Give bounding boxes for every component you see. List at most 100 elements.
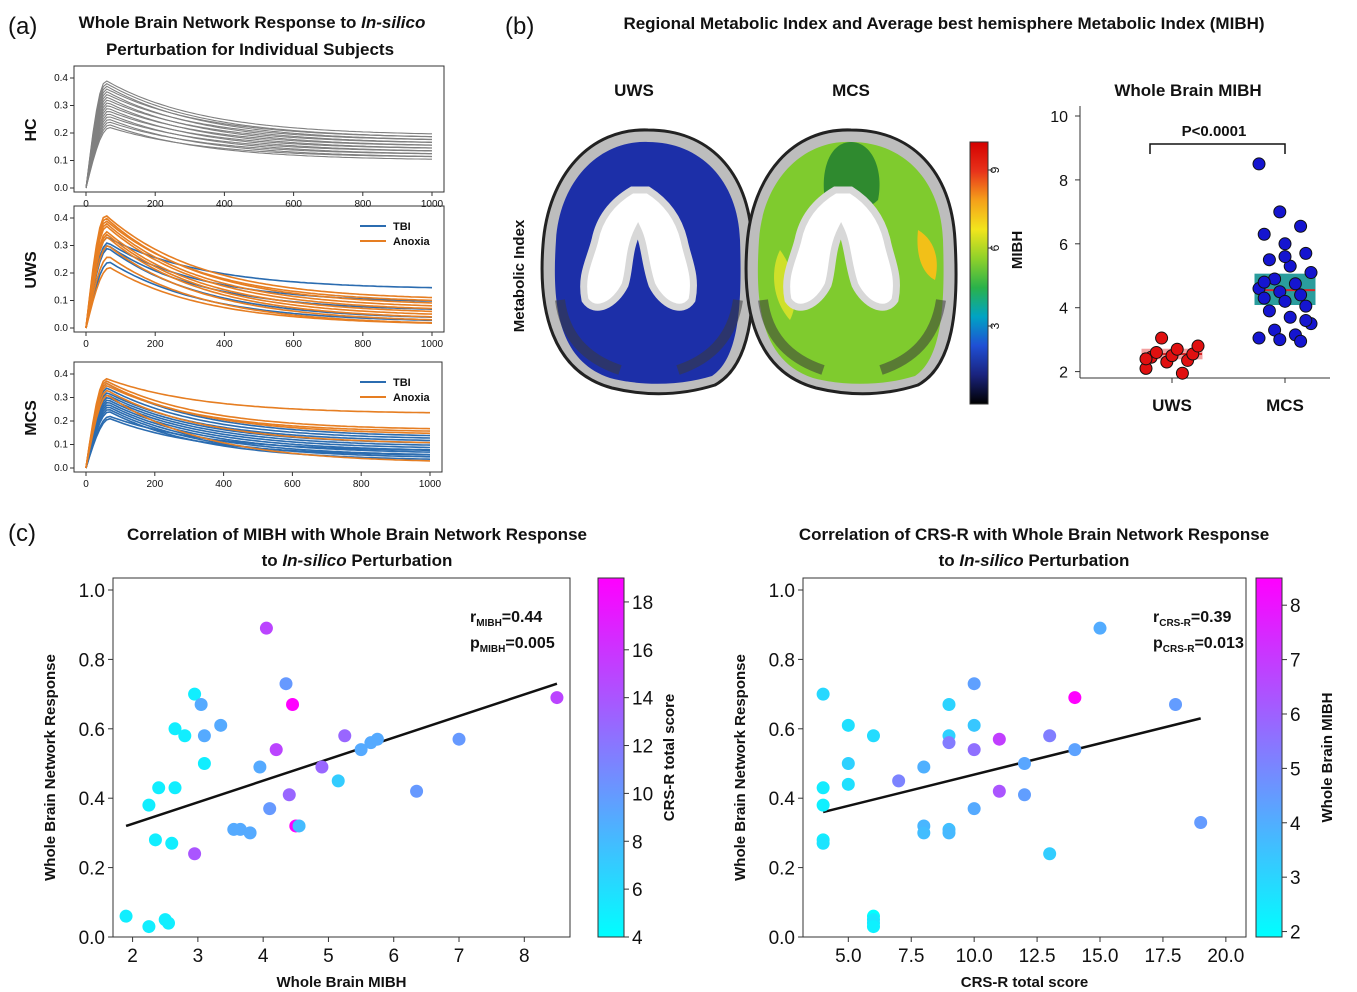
scatter-title-line2-italic: In-silico [959,551,1023,570]
curve-hc [85,124,432,189]
curve-hc [85,111,432,189]
data-point [866,920,880,934]
data-point-mcs [1278,237,1292,251]
colorbar-tick-label: 7 [1290,651,1301,672]
curve-hc [85,121,432,189]
data-point [279,677,293,691]
data-point [188,847,202,861]
curve-anoxia [85,380,431,469]
curve-hc [85,88,433,189]
scatter-title-line2-italic: In-silico [282,551,346,570]
data-point [315,760,329,774]
colorbar-tick-label: 6 [1290,705,1301,726]
colorbar-tick-label: 6 [632,880,643,901]
y-tick-label: 0.0 [769,928,795,949]
colorbar-label: CRS-R total score [661,694,678,822]
axes-frame [112,577,571,938]
colorbar-tick-label: 3 [1290,868,1301,889]
panel-a-title-line2: Perturbation for Individual Subjects [106,40,394,59]
data-point [866,729,880,743]
curve-tbi [85,387,431,469]
data-point [992,732,1006,746]
y-tick-label: 2 [1059,365,1068,382]
data-point [178,729,192,743]
stat-r: rCRS-R=0.39 [1153,609,1231,629]
x-tick-label: 2 [127,946,138,967]
curve-anoxia [85,377,430,469]
line-chart-MCS: 0 200 400 600 800 1000 0.0 0.1 0.2 0.3 0.4 MCS TBI An… [23,361,443,490]
scatter-title-line2-post: Perturbation [1024,551,1130,570]
data-point [1194,815,1208,829]
line-chart-UWS: 0 200 400 600 800 1000 0.0 0.1 0.2 0.3 0.4 UWS TBI An… [23,205,445,350]
data-point-mcs [1299,313,1313,327]
data-point [331,774,345,788]
significance-bracket [1149,143,1286,154]
data-point [1043,847,1057,861]
data-point-uws [1149,345,1163,359]
stat-r-sub: MIBH [476,618,502,629]
y-tick-label: 0.0 [79,928,105,949]
x-axis-label: Whole Brain MIBH [277,974,407,991]
data-point [816,798,830,812]
y-tick-label: 4 [1059,301,1068,318]
data-point [1018,757,1031,770]
curve-hc [85,85,432,189]
data-point [410,784,424,798]
curve-tbi [85,261,432,329]
x-tick-label: 20.0 [1207,946,1244,967]
x-tick-label: 600 [284,479,301,490]
data-point [119,909,133,923]
x-tick-label: 1000 [421,339,444,350]
data-point [188,687,202,701]
x-tick-label: 0 [83,339,89,350]
y-tick-label: 0.8 [769,650,795,671]
stat-r-value: =0.44 [502,609,543,626]
legend-label-tbi: TBI [393,377,411,389]
stat-p-value: =0.005 [505,635,554,652]
data-point [286,698,300,712]
data-point [942,826,956,840]
data-point [142,920,156,934]
data-point-mcs [1304,266,1318,280]
x-tick-label: 600 [285,199,302,210]
stat-p-sub: MIBH [480,644,506,655]
y-tick-label: 0.2 [769,859,795,880]
x-tick-label: 5 [323,946,334,967]
data-point [243,826,257,840]
data-point [233,822,247,836]
data-point [370,732,384,746]
x-tick-label-mcs: MCS [1266,396,1304,415]
y-tick-label: 0.2 [79,859,105,880]
axes-frame [73,65,445,193]
data-point [1169,698,1183,712]
data-point-mcs [1252,331,1266,345]
scatter-title-line2: to In-silico Perturbation [262,551,453,570]
data-point [816,687,830,701]
data-point-mcs [1294,334,1308,348]
legend-label-anoxia: Anoxia [393,236,431,248]
curve-anoxia [85,266,433,329]
data-point [197,757,211,770]
x-tick-label: 3 [193,946,204,967]
y-tick-label: 0.6 [79,720,105,741]
y-tick-label: 0.8 [79,650,105,671]
y-tick-label: 8 [1059,173,1068,190]
box-plot-title: Whole Brain MIBH [1114,81,1261,100]
y-tick-label: 0.3 [54,101,68,112]
curve-anoxia [85,225,433,329]
x-tick-label: 600 [285,339,302,350]
data-point [967,677,981,691]
curve-anoxia [85,384,431,469]
data-point-mcs [1278,250,1292,264]
mibh-colorbar-tick-9: 9 [988,166,1002,173]
curve-anoxia [85,220,433,329]
colorbar-label: Whole Brain MIBH [1319,693,1336,823]
data-point [917,826,931,840]
x-tick-label: 8 [519,946,530,967]
curve-hc [85,105,433,189]
data-point [168,781,182,795]
data-point [917,760,931,774]
y-tick-label: 0.4 [54,213,68,224]
